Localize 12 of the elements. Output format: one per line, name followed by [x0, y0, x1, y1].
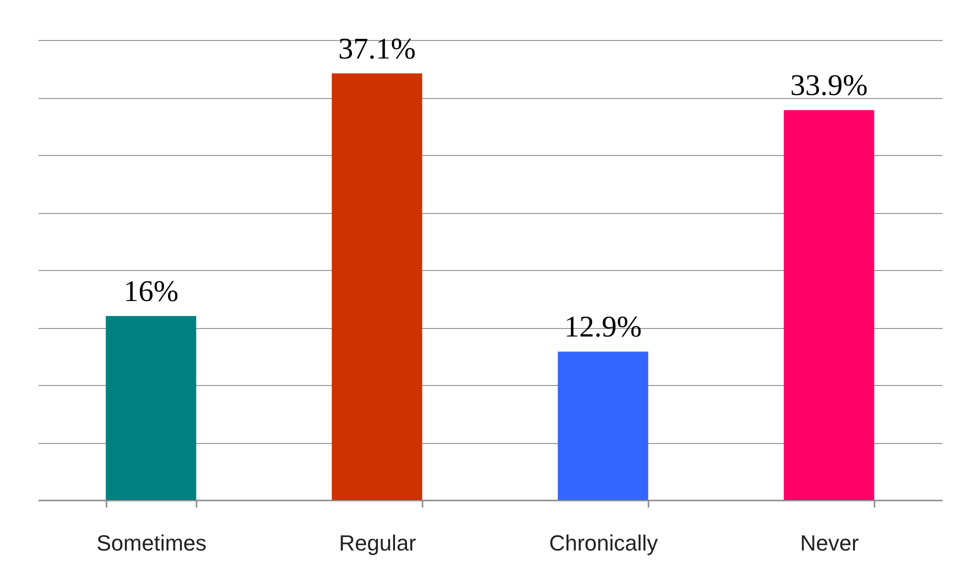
bar [106, 316, 196, 500]
data-label: 37.1% [338, 32, 416, 66]
x-tick-label: Sometimes [96, 530, 207, 556]
data-label: 16% [124, 275, 178, 308]
bar [784, 110, 874, 500]
bar [332, 73, 422, 500]
bar [558, 352, 648, 500]
x-tick-label: Never [800, 530, 859, 556]
x-tick-label: Chronically [549, 530, 658, 556]
data-label: 33.9% [790, 69, 868, 102]
x-tick-label: Regular [338, 530, 416, 556]
data-label: 12.9% [564, 310, 642, 344]
